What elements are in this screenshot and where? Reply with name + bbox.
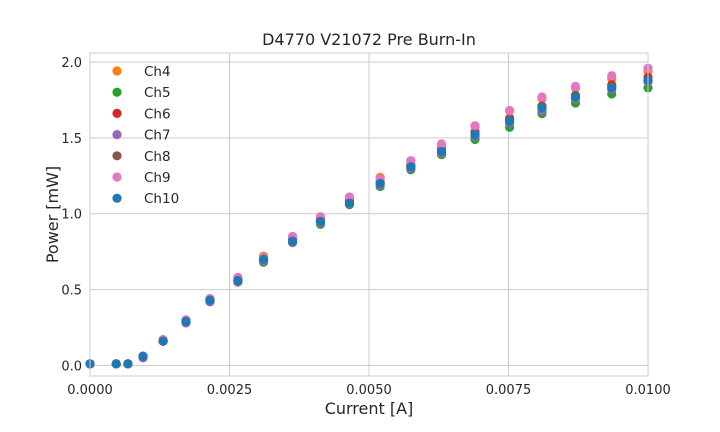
data-point — [181, 316, 191, 327]
legend-marker-ch9 — [112, 172, 122, 182]
plot-frame — [89, 52, 649, 377]
data-point — [607, 71, 617, 81]
y-tick-label: 0.5 — [61, 284, 82, 299]
x-tick-label: 0.0075 — [486, 383, 532, 398]
legend: Ch4 Ch5 Ch6 Ch7 Ch8 Ch9 Ch10 — [112, 64, 179, 207]
legend-marker-ch6 — [112, 108, 122, 118]
data-point — [315, 216, 326, 226]
x-tick-label: 0.0100 — [625, 383, 671, 398]
data-point — [233, 275, 243, 286]
data-point — [570, 92, 581, 102]
data-point — [436, 139, 447, 149]
data-point — [436, 146, 447, 157]
legend-label-ch5: Ch5 — [144, 85, 171, 101]
data-point — [375, 178, 385, 189]
legend-marker-ch10 — [112, 193, 122, 203]
legend-marker-ch7 — [112, 130, 122, 140]
y-tick-label: 1.0 — [61, 208, 82, 223]
tick-labels: 0.0000 0.0025 0.0050 0.0075 0.0100 0.0 0.5 1.0 1… — [61, 56, 670, 398]
legend-label-ch4: Ch4 — [144, 64, 171, 80]
grid — [89, 53, 649, 376]
x-axis-label: Current [A] — [325, 399, 414, 418]
data-point — [123, 359, 133, 369]
legend-label-ch9: Ch9 — [144, 170, 171, 186]
legend-label-ch7: Ch7 — [144, 128, 171, 144]
x-tick-label: 0.0050 — [346, 383, 392, 398]
data-point — [158, 336, 168, 346]
series-ch10 — [85, 75, 653, 369]
y-tick-label: 1.5 — [61, 132, 82, 147]
data-point — [138, 351, 148, 361]
data-point — [344, 198, 355, 208]
data-point — [470, 130, 480, 140]
legend-label-ch6: Ch6 — [144, 106, 171, 122]
x-tick-label: 0.0000 — [67, 383, 113, 398]
legend-marker-ch5 — [112, 87, 122, 97]
data-point — [205, 295, 215, 305]
x-tick-label: 0.0025 — [207, 383, 253, 398]
legend-label-ch8: Ch8 — [144, 149, 171, 165]
legend-label-ch10: Ch10 — [144, 191, 179, 207]
legend-marker-ch8 — [112, 151, 122, 161]
data-point — [537, 102, 547, 113]
data-point — [406, 162, 416, 172]
data-point — [470, 121, 480, 131]
data-point — [505, 116, 515, 126]
data-point — [537, 92, 547, 102]
data-point — [258, 254, 269, 264]
data-point — [570, 81, 581, 91]
y-tick-label: 0.0 — [61, 359, 82, 374]
y-axis-label: Power [mW] — [43, 166, 62, 263]
legend-marker-ch4 — [112, 66, 122, 76]
y-tick-label: 2.0 — [61, 56, 82, 71]
data-point — [287, 236, 298, 246]
data-point — [505, 106, 515, 116]
data-point — [111, 359, 121, 369]
chart-title: D4770 V21072 Pre Burn-In — [262, 30, 476, 49]
data-point — [607, 83, 617, 93]
